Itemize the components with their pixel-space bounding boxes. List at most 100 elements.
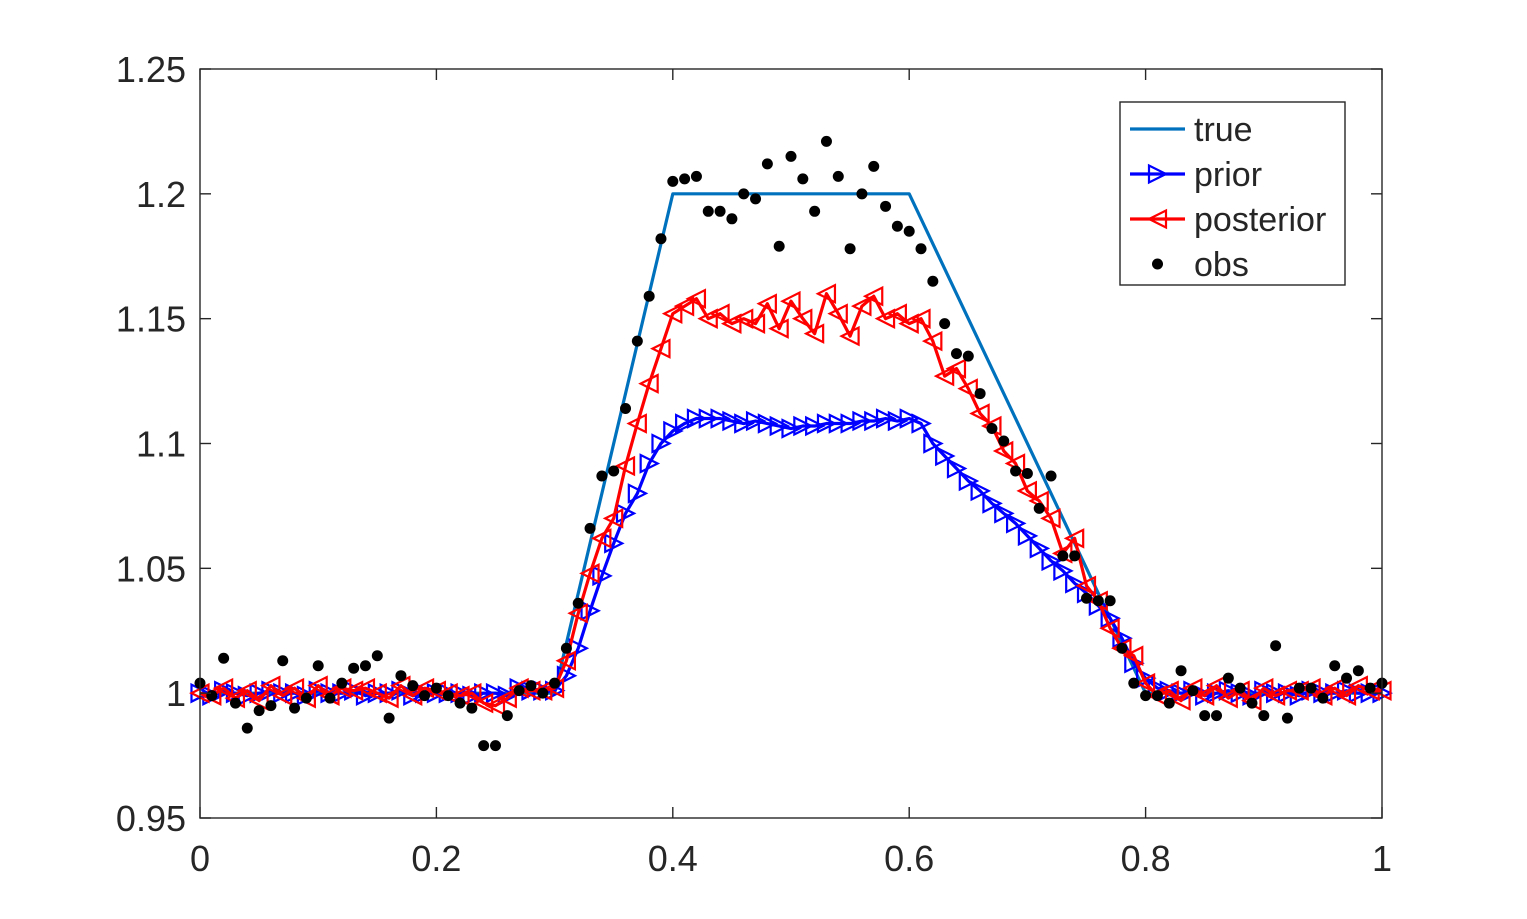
point-posterior [720, 313, 742, 334]
point-posterior [460, 682, 482, 704]
point-prior [816, 413, 838, 434]
point-prior [734, 413, 755, 434]
point-obs [289, 702, 301, 714]
point-obs [383, 712, 395, 724]
point-obs [667, 175, 679, 187]
point-obs [950, 348, 962, 360]
point-prior [474, 682, 495, 704]
legend-label: posterior [1194, 201, 1326, 239]
point-prior [994, 503, 1015, 524]
point-obs [903, 225, 915, 237]
point-obs [1163, 697, 1175, 709]
point-posterior [1122, 645, 1144, 666]
point-posterior [1323, 677, 1345, 699]
point-obs [584, 522, 596, 534]
point-obs [1187, 685, 1199, 697]
point-posterior [850, 295, 872, 317]
point-obs [939, 318, 951, 330]
point-obs [300, 692, 312, 704]
point-prior [745, 410, 767, 432]
point-posterior [1016, 480, 1038, 502]
legend-label: true [1194, 111, 1253, 149]
point-prior [757, 413, 779, 434]
legend-label: prior [1194, 156, 1262, 194]
legend-marker-prior [1147, 163, 1169, 185]
point-obs [679, 173, 691, 185]
point-posterior [283, 677, 305, 699]
point-prior [864, 410, 885, 432]
point-posterior [579, 563, 600, 584]
point-prior [1053, 560, 1074, 582]
point-posterior [945, 358, 967, 379]
point-posterior [590, 528, 612, 549]
legend-item-prior: prior [1130, 156, 1262, 194]
point-prior [911, 413, 932, 434]
point-posterior [815, 283, 837, 304]
y-tick-label: 1.1 [136, 424, 186, 465]
legend-item-true: true [1130, 111, 1253, 149]
point-obs [1081, 592, 1092, 604]
point-prior [580, 600, 602, 622]
point-posterior [602, 508, 624, 529]
point-obs [1246, 697, 1258, 709]
legend-label: obs [1194, 246, 1249, 284]
x-tick-label: 1 [1372, 838, 1392, 879]
point-prior [663, 420, 684, 442]
point-obs [1199, 710, 1211, 722]
point-prior [840, 413, 862, 434]
legend-items: true prior posterior obs [1130, 111, 1326, 284]
point-posterior [803, 323, 825, 344]
point-prior [875, 408, 897, 429]
point-posterior [933, 365, 955, 387]
legend-marker-posterior [1146, 208, 1168, 230]
point-prior [1041, 550, 1062, 572]
point-prior [793, 415, 814, 437]
point-posterior [1099, 617, 1120, 639]
point-obs [1293, 682, 1305, 694]
point-posterior [839, 325, 860, 347]
y-tick-label: 1 [166, 673, 186, 714]
point-posterior [1134, 672, 1156, 694]
point-posterior [567, 602, 588, 624]
point-obs [750, 193, 762, 205]
point-prior [651, 433, 672, 454]
point-obs [738, 188, 750, 200]
point-obs [927, 275, 939, 287]
point-obs [620, 403, 632, 415]
point-posterior [732, 308, 754, 329]
point-posterior [1158, 680, 1179, 701]
y-tick-label: 1.2 [136, 174, 186, 215]
point-obs [371, 650, 383, 662]
y-tick-label: 1.15 [116, 299, 186, 340]
point-prior [781, 418, 802, 439]
point-posterior [650, 338, 671, 359]
point-obs [490, 740, 501, 752]
point-posterior [496, 687, 517, 709]
point-posterior [661, 303, 683, 324]
point-obs [265, 700, 277, 712]
point-obs [312, 660, 324, 672]
point-prior [923, 433, 944, 454]
legend-box [1119, 101, 1346, 286]
point-prior [899, 408, 921, 429]
point-posterior [614, 455, 636, 477]
point-prior [1254, 680, 1275, 701]
point-posterior [697, 308, 718, 329]
point-obs [608, 465, 620, 477]
point-obs [1057, 550, 1069, 562]
point-obs [643, 290, 655, 302]
point-prior [852, 410, 873, 432]
point-obs [407, 680, 419, 692]
x-tick-label: 0.8 [1121, 838, 1171, 879]
point-posterior [992, 440, 1014, 462]
point-obs [844, 243, 856, 255]
point-obs [974, 388, 986, 400]
point-prior [970, 480, 992, 502]
point-posterior [768, 318, 789, 339]
point-obs [1116, 642, 1128, 654]
point-posterior [780, 290, 801, 312]
point-obs [1329, 660, 1341, 672]
y-tick-label: 1.25 [116, 49, 186, 90]
point-obs [537, 687, 549, 699]
point-obs [430, 682, 442, 694]
